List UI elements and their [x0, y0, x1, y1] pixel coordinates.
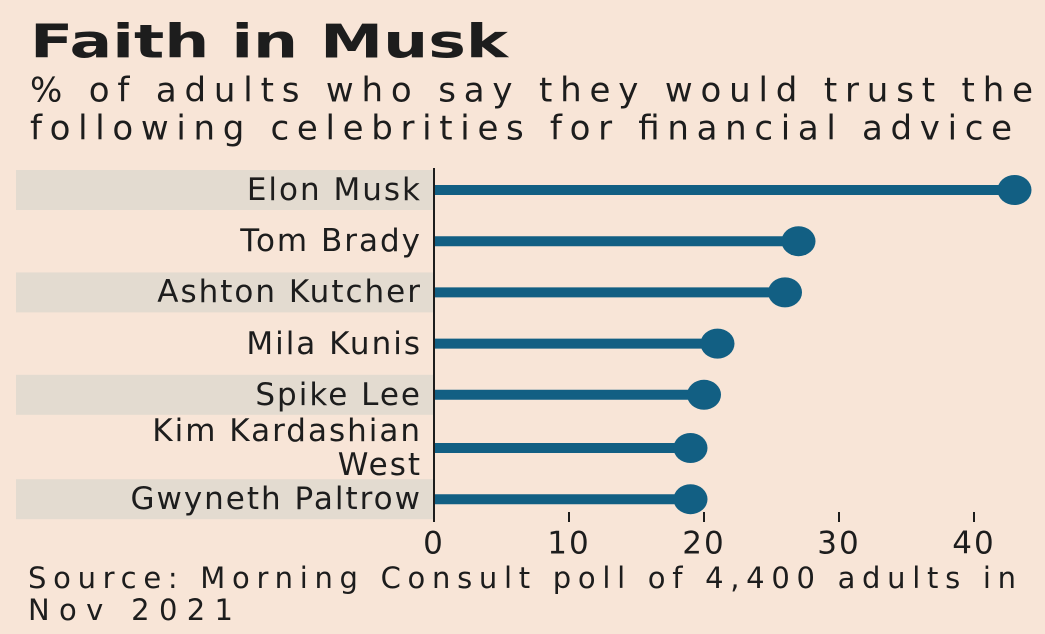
chart-title: Faith in Musk — [30, 15, 510, 69]
x-tick-label: 30 — [817, 526, 860, 562]
category-label: Kim Kardashian West — [152, 413, 422, 483]
dot — [700, 328, 735, 359]
row-band — [16, 374, 434, 415]
dot — [997, 175, 1032, 205]
x-tick-label: 10 — [547, 526, 590, 562]
dot — [781, 226, 816, 257]
row-band — [16, 479, 434, 520]
row-band — [16, 272, 434, 313]
subtitle: % of adults who say they would trust the — [30, 71, 1033, 111]
x-tick-label: 20 — [682, 526, 725, 562]
category-label: Ashton Kutcher — [157, 274, 422, 311]
subtitle: following celebrities for financial advi… — [30, 109, 1012, 149]
dot — [673, 484, 708, 515]
dot — [687, 379, 721, 410]
category-label: Mila Kunis — [246, 325, 422, 362]
dot — [768, 277, 802, 308]
x-tick-label: 0 — [423, 526, 445, 562]
source: Nov 2021 — [28, 593, 233, 627]
category-label: Spike Lee — [255, 376, 422, 413]
category-label: Gwyneth Paltrow — [130, 481, 422, 518]
category-label: Elon Musk — [246, 172, 422, 208]
dot — [673, 433, 708, 463]
source: Source: Morning Consult poll of 4,400 ad… — [28, 561, 1016, 595]
row-band — [16, 170, 434, 210]
x-tick-label: 40 — [952, 526, 995, 562]
category-label: Tom Brady — [240, 223, 422, 260]
